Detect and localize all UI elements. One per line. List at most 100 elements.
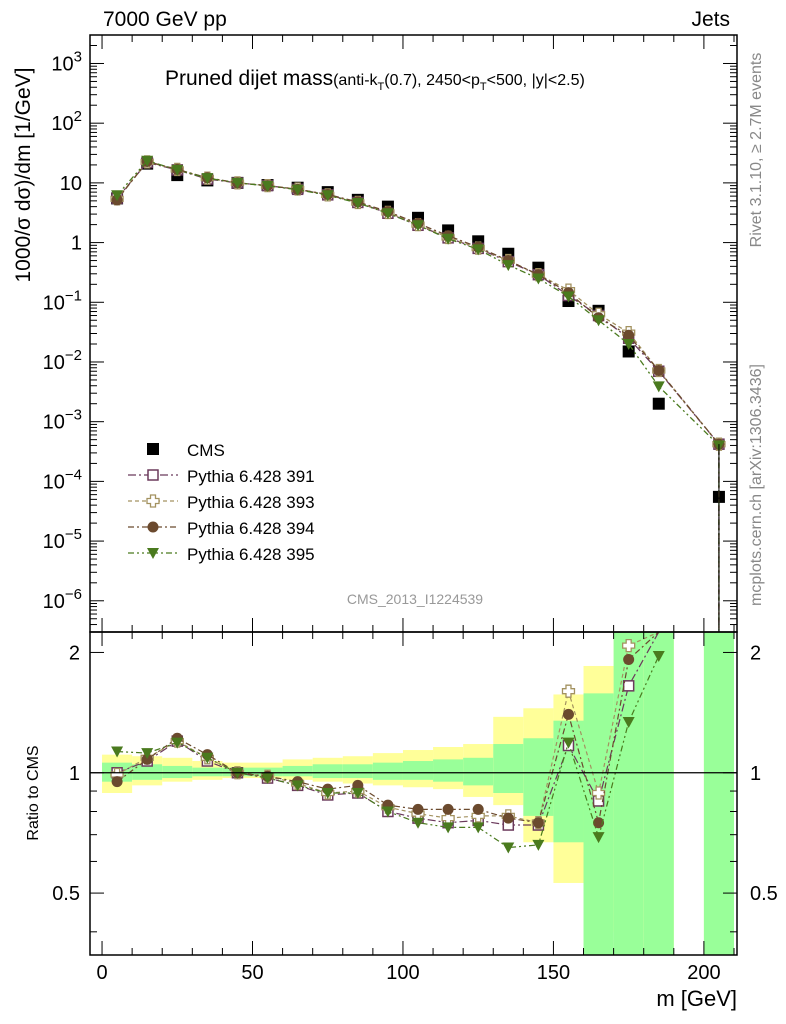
y-tick-exponent: −1 [65, 287, 82, 304]
main-series-4 [111, 155, 725, 632]
main-point-4-16 [592, 315, 605, 327]
y-tick-base: 10 [43, 412, 65, 434]
legend-entry-0: CMS [147, 441, 225, 460]
ratio-y-axis-title: Ratio to CMS [25, 745, 42, 840]
legend-marker-4 [147, 548, 159, 559]
axes-layer [89, 34, 738, 956]
y-tick-base: 10 [43, 531, 65, 553]
main-point-4-18 [652, 381, 665, 393]
ratio-y-label-right-1: 1 [750, 763, 761, 785]
title-part-title_sub_T2: T [480, 81, 487, 93]
x-tick-label-200: 200 [687, 962, 720, 984]
green-band-6 [282, 765, 313, 777]
ratio-point-2-15 [562, 708, 574, 720]
ratio-y-label-right-0: 0.5 [750, 883, 778, 905]
ratio-point-3-18 [652, 650, 665, 662]
legend-entry-1: Pythia 6.428 391 [128, 467, 315, 486]
y-tick-label-8: 10−5 [43, 526, 82, 553]
title-part-title_sub_end: <500, |y|<2.5) [487, 72, 585, 89]
legend-label-2: Pythia 6.428 393 [187, 493, 315, 512]
ratio-point-3-8 [351, 787, 364, 799]
ratio-point-2-17 [623, 654, 635, 666]
y-tick-exponent: −5 [65, 526, 82, 543]
ratio-point-2-16 [593, 817, 605, 829]
green-band-10 [402, 761, 434, 780]
y-tick-label-4: 10−1 [43, 287, 82, 314]
y-tick-label-3: 1 [71, 233, 82, 255]
y-tick-exponent: 3 [74, 48, 82, 65]
ratio-point-3-10 [412, 817, 425, 829]
legend-label-3: Pythia 6.428 394 [187, 519, 315, 538]
ratio-y-label-left-0: 0.5 [52, 883, 80, 905]
y-tick-exponent: −4 [65, 466, 82, 483]
ratio-point-3-12 [472, 822, 485, 834]
y-axis-title: 1000/σ dσ)/dm [1/GeV] [12, 67, 35, 282]
main-point-4-5 [261, 180, 274, 192]
ratio-point-2-10 [412, 803, 424, 815]
rivet-label: Rivet 3.1.10, ≥ 2.7M events [748, 53, 765, 248]
ratio-y-label-right-2: 2 [750, 642, 761, 664]
y-tick-label-2: 10 [60, 173, 82, 195]
ratio-point-1-16 [591, 786, 606, 800]
main-point-4-10 [412, 220, 425, 232]
ratio-point-2-1 [141, 753, 153, 765]
main-point-4-3 [201, 173, 214, 185]
ratio-point-3-17 [622, 716, 635, 728]
ratio-point-2-14 [532, 817, 544, 829]
main-point-3-18 [653, 365, 665, 377]
y-tick-base: 10 [43, 591, 65, 613]
green-band-19 [703, 632, 734, 955]
main-point-3-17 [623, 329, 635, 341]
ratio-point-3-13 [502, 842, 515, 854]
legend-entry-2: Pythia 6.428 393 [128, 493, 315, 512]
ratio-point-3-0 [111, 746, 124, 758]
y-tick-label-1: 102 [51, 108, 82, 135]
main-point-4-0 [111, 190, 124, 202]
x-tick-label-50: 50 [241, 962, 263, 984]
green-band-1 [132, 764, 163, 780]
y-tick-base: 10 [43, 471, 65, 493]
ratio-uncertainty-bands [102, 632, 734, 955]
ratio-y-label-left-1: 1 [69, 763, 80, 785]
ratio-frame [89, 631, 738, 956]
ratio-series-layer [110, 631, 665, 854]
y-tick-exponent: −2 [65, 347, 82, 364]
title-part-title_main: Pruned dijet mass [165, 67, 333, 90]
y-tick-label-9: 10−6 [43, 586, 82, 613]
green-band-18 [643, 632, 674, 955]
ratio-point-3-6 [291, 780, 304, 792]
legend-marker-3 [147, 521, 159, 533]
ratio-point-3-7 [321, 787, 334, 799]
main-point-4-7 [321, 190, 334, 202]
main-point-4-4 [231, 177, 244, 189]
y-tick-label-6: 10−3 [43, 407, 82, 434]
labels-layer: 0 50 100 150 20010310210110−110−210−310−410−… [12, 48, 778, 1011]
main-point-4-17 [622, 339, 635, 351]
green-band-8 [342, 764, 373, 779]
title-part-title_sub_T: T [378, 81, 385, 93]
main-point-4-12 [472, 244, 485, 256]
ratio-series-3 [111, 650, 665, 854]
ratio-y-label-left-2: 2 [69, 642, 80, 664]
y-tick-label-5: 10−2 [43, 347, 82, 374]
ratio-point-2-12 [472, 803, 484, 815]
ratio-point-2-11 [442, 803, 454, 815]
y-tick-base: 10 [60, 173, 82, 195]
legend-label-1: Pythia 6.428 391 [187, 467, 315, 486]
ratio-point-3-1 [141, 748, 154, 760]
y-tick-base: 10 [43, 352, 65, 374]
main-series-layer [110, 155, 726, 632]
main-point-4-2 [171, 164, 184, 176]
green-band-12 [463, 757, 494, 786]
y-tick-exponent: −6 [65, 586, 82, 603]
ratio-point-3-2 [171, 737, 184, 749]
ratio-point-3-15 [562, 737, 575, 749]
legend-entry-3: Pythia 6.428 394 [128, 519, 315, 538]
green-band-2 [162, 765, 193, 779]
y-tick-exponent: 2 [74, 108, 82, 125]
green-band-7 [312, 764, 343, 779]
legend-label-0: CMS [187, 441, 225, 460]
title-part-title_sub_mid: (0.7), 2450<p [384, 72, 480, 89]
ratio-point-2-0 [111, 776, 123, 788]
